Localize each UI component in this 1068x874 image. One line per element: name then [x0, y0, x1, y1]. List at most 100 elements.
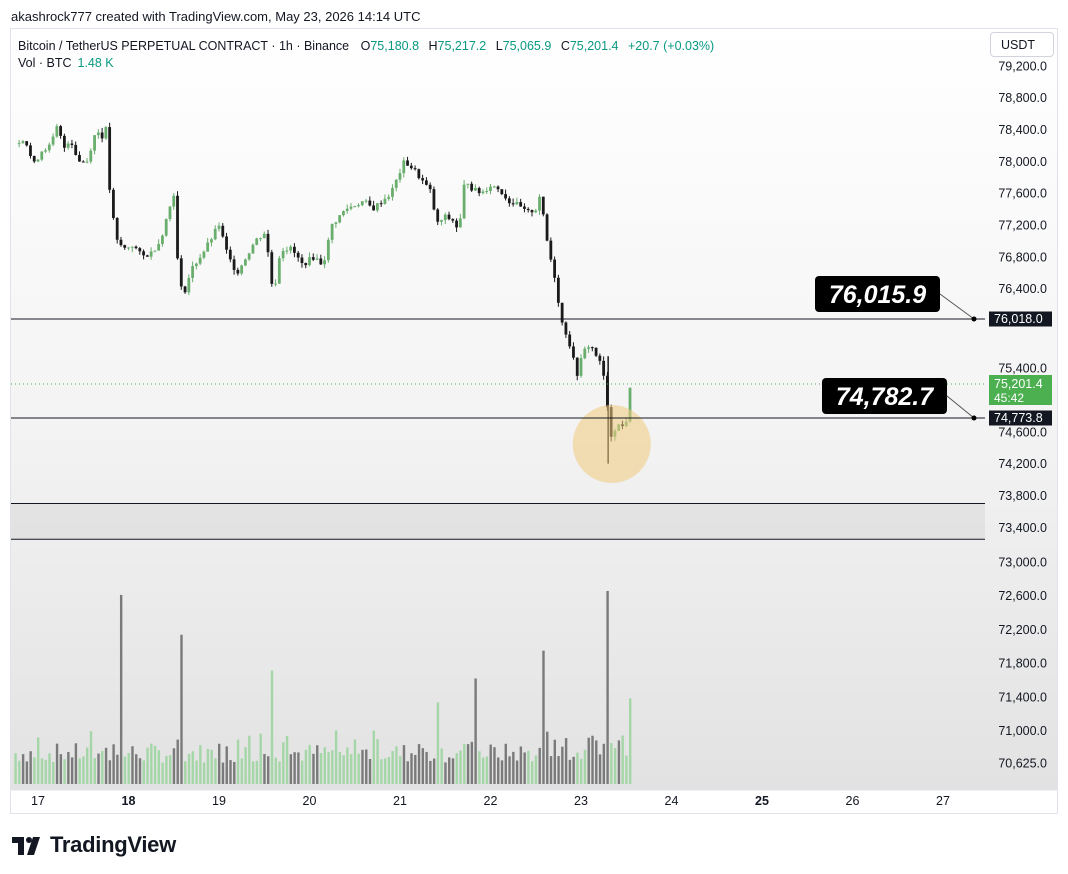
- symbol-title[interactable]: Bitcoin / TetherUS PERPETUAL CONTRACT · …: [18, 39, 350, 53]
- lower-price-callout-box: [822, 378, 947, 414]
- volume-bar: [142, 760, 145, 784]
- volume-bar: [150, 743, 153, 784]
- volume-bar: [59, 754, 63, 784]
- candle-body: [293, 246, 296, 253]
- volume-bar: [576, 752, 579, 784]
- volume-bar: [300, 760, 304, 784]
- volume-bar: [474, 678, 477, 784]
- candle-body: [575, 357, 579, 376]
- candle-body: [206, 242, 210, 252]
- level-lower-label-bg: [989, 410, 1052, 426]
- candle-body: [191, 266, 195, 278]
- y-tick-label: 73,400.0: [998, 521, 1047, 535]
- volume-bar: [327, 752, 330, 784]
- volume-bar: [583, 749, 587, 784]
- volume-bar: [274, 757, 277, 784]
- candle-body: [594, 347, 598, 356]
- x-tick-label: 20: [303, 794, 317, 808]
- volume-bar: [440, 748, 443, 784]
- volume-bar: [259, 733, 262, 784]
- candle-body: [330, 223, 334, 240]
- chart-caption: akashrock777 created with TradingView.co…: [11, 9, 421, 24]
- volume-bar: [116, 754, 119, 784]
- candle-body: [176, 195, 179, 259]
- volume-bar: [463, 744, 466, 784]
- volume-bar: [195, 760, 198, 784]
- candle-body: [375, 203, 379, 211]
- candle-body: [259, 238, 262, 240]
- volume-bar: [70, 757, 74, 784]
- open-value: 75,180.8: [370, 39, 420, 53]
- candle-body: [523, 206, 526, 209]
- volume-bar: [104, 747, 108, 784]
- volume-bar: [74, 743, 78, 784]
- candle-body: [451, 219, 455, 221]
- candle-body: [458, 218, 462, 228]
- volume-value: 1.48 K: [77, 56, 114, 70]
- volume-label[interactable]: Vol · BTC: [18, 56, 72, 70]
- candle-body: [556, 277, 560, 303]
- volume-bar: [417, 744, 421, 784]
- volume-bar: [557, 756, 560, 784]
- candle-body: [51, 136, 55, 145]
- y-tick-label: 74,200.0: [998, 457, 1047, 471]
- volume-bar: [466, 744, 470, 784]
- candle-body: [372, 205, 376, 211]
- candle-body: [44, 150, 47, 152]
- candle-body: [217, 225, 221, 229]
- volume-bar: [285, 735, 289, 784]
- candle-body: [100, 132, 104, 139]
- candle-body: [409, 165, 413, 169]
- volume-bar: [131, 746, 134, 784]
- volume-bar: [78, 758, 81, 784]
- tradingview-logo[interactable]: TradingView: [12, 832, 176, 858]
- y-tick-label: 73,800.0: [998, 489, 1047, 503]
- volume-bar: [282, 742, 285, 784]
- candle-body: [153, 250, 157, 252]
- volume-bar: [127, 753, 130, 784]
- candle-body: [492, 186, 496, 188]
- volume-bar: [387, 756, 391, 784]
- volume-bar: [184, 761, 187, 784]
- volume-bar: [119, 594, 123, 784]
- volume-bar: [112, 744, 115, 784]
- volume-bar: [146, 747, 149, 784]
- y-tick-label: 77,600.0: [998, 187, 1047, 201]
- candle-body: [428, 184, 432, 190]
- y-tick-label: 71,400.0: [998, 690, 1047, 704]
- tradingview-wordmark: TradingView: [50, 832, 176, 857]
- lower-price-callout-connector: [946, 395, 975, 419]
- last-price-bg: [989, 375, 1052, 405]
- candle-body: [519, 202, 523, 207]
- candle-body: [134, 246, 138, 249]
- volume-bar: [244, 747, 247, 784]
- candle-body: [605, 375, 609, 408]
- support-zone: [11, 503, 985, 540]
- volume-bar: [598, 754, 602, 784]
- candle-body: [466, 183, 470, 185]
- candle-body: [70, 143, 74, 145]
- candle-body: [345, 208, 349, 212]
- volume-bar: [429, 760, 432, 784]
- volume-bar: [346, 747, 349, 784]
- highlight-circle: [572, 405, 651, 483]
- candle-body: [421, 178, 425, 181]
- volume-bar: [236, 739, 240, 784]
- y-tick-label: 74,600.0: [998, 425, 1047, 439]
- candle-body: [228, 249, 232, 260]
- candle-body: [349, 206, 353, 209]
- candle-body: [334, 222, 338, 224]
- volume-bar: [395, 746, 398, 784]
- candle-body: [210, 239, 213, 243]
- candle-body: [112, 189, 115, 218]
- currency-selector[interactable]: USDT: [990, 32, 1054, 57]
- y-tick-label: 75,400.0: [998, 362, 1047, 376]
- volume-bar: [199, 745, 202, 784]
- y-tick-label: 73,000.0: [998, 556, 1047, 570]
- candle-body: [96, 132, 100, 136]
- volume-bar: [97, 753, 100, 784]
- volume-bar: [312, 753, 315, 784]
- volume-bar: [304, 749, 308, 784]
- candle-body: [285, 250, 289, 252]
